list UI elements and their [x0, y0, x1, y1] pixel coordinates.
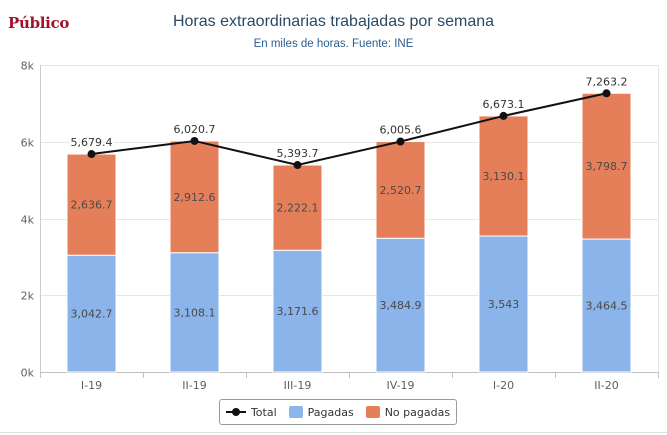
data-label-pagadas: 3,484.9	[380, 299, 422, 312]
bar-pagadas	[375, 237, 426, 373]
chart-title: Horas extraordinarias trabajadas por sem…	[172, 13, 495, 30]
brand-logo: Público	[8, 14, 70, 32]
data-label-pagadas: 3,464.5	[586, 300, 628, 313]
x-tick-label: III-19	[284, 379, 312, 392]
line-marker-icon	[225, 407, 246, 417]
x-tick-label: I-20	[493, 379, 514, 392]
y-tick-label: 0k	[21, 367, 35, 380]
bar-no-pagadas	[169, 140, 220, 254]
blue-square-icon	[288, 406, 303, 418]
bottom-divider	[0, 432, 667, 433]
data-label-total: 6,673.1	[483, 98, 525, 111]
x-tick-label: II-19	[182, 379, 206, 392]
orange-square-icon	[365, 406, 380, 418]
total-line	[87, 89, 611, 170]
x-tick-label: I-19	[81, 379, 102, 392]
data-label-no-pagadas: 2,520.7	[380, 184, 422, 197]
data-label-total: 6,020.7	[174, 123, 216, 136]
total-point	[499, 111, 508, 120]
data-label-no-pagadas: 2,912.6	[174, 191, 216, 204]
y-tick-label: 4k	[21, 214, 35, 227]
chart-legend: Total Pagadas No pagadas	[219, 399, 457, 425]
bars	[66, 92, 632, 373]
data-label-total: 5,679.4	[71, 136, 113, 149]
total-point	[396, 137, 405, 146]
bar-no-pagadas	[272, 164, 323, 251]
total-point	[87, 150, 96, 159]
data-label-no-pagadas: 3,130.1	[483, 170, 525, 183]
x-tick-label: II-20	[594, 379, 618, 392]
total-series-line	[91, 92, 607, 167]
data-label-no-pagadas: 3,798.7	[586, 160, 628, 173]
legend-item-total[interactable]: Total	[225, 405, 277, 419]
bar-no-pagadas	[375, 141, 426, 239]
data-label-no-pagadas: 2,636.7	[71, 199, 113, 212]
legend-item-no-pagadas[interactable]: No pagadas	[365, 405, 451, 419]
legend-label-total: Total	[250, 405, 277, 419]
bar-no-pagadas	[66, 153, 117, 256]
y-tick-label: 2k	[21, 290, 35, 303]
total-point	[602, 89, 611, 98]
y-tick-label: 6k	[21, 137, 35, 150]
legend-label-no-pagadas: No pagadas	[384, 405, 451, 419]
y-tick-label: 8k	[21, 60, 35, 73]
bar-no-pagadas	[478, 115, 529, 237]
bar-pagadas	[66, 254, 117, 373]
bar-labels: 3,042.7 2,636.7 3,108.1 2,912.6 3,171.6 2,222…	[71, 160, 628, 320]
legend-item-pagadas[interactable]: Pagadas	[288, 405, 354, 419]
data-label-pagadas: 3,171.6	[277, 305, 319, 318]
data-label-pagadas: 3,042.7	[71, 308, 113, 321]
chart-subtitle: En miles de horas. Fuente: INE	[253, 38, 414, 50]
data-label-pagadas: 3,108.1	[174, 306, 216, 319]
bar-pagadas	[272, 249, 323, 373]
x-tick-label: IV-19	[386, 379, 414, 392]
bar-pagadas	[478, 235, 529, 373]
total-point	[293, 161, 302, 170]
total-labels: 5,679.4 6,020.7 5,393.7 6,005.6 6,673.1 7,263…	[69, 74, 629, 162]
bar-pagadas	[169, 252, 220, 373]
bar-pagadas	[581, 238, 632, 373]
bar-no-pagadas	[581, 92, 632, 240]
legend-label-pagadas: Pagadas	[307, 405, 354, 419]
grid-lines	[40, 65, 658, 296]
data-label-total: 7,263.2	[586, 75, 628, 88]
total-point	[190, 136, 199, 145]
axes: 0k 2k 4k 6k 8k I-19 II-19 III-19 IV-19 I-20 II-20	[21, 60, 659, 392]
data-label-no-pagadas: 2,222.1	[277, 202, 319, 215]
data-label-pagadas: 3,543	[488, 298, 520, 311]
data-label-total: 5,393.7	[277, 147, 319, 160]
data-label-total: 6,005.6	[380, 124, 422, 137]
